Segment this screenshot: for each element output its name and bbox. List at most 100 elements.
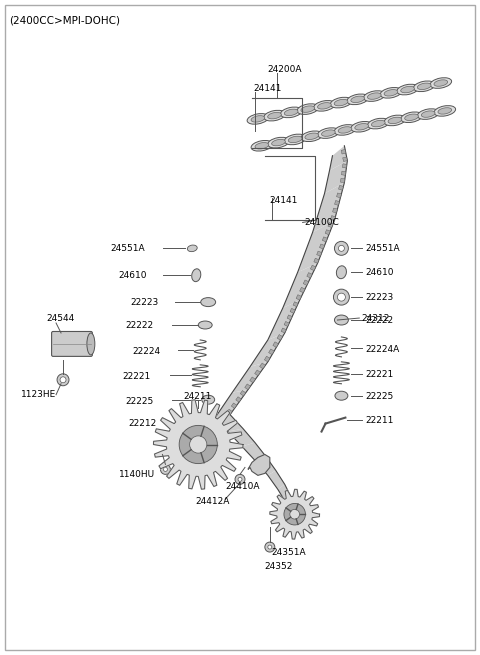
Ellipse shape [380,88,402,98]
Ellipse shape [384,90,398,96]
Polygon shape [298,221,335,272]
Polygon shape [307,272,312,278]
Ellipse shape [247,113,269,124]
Ellipse shape [368,93,381,100]
Ellipse shape [187,245,197,252]
Ellipse shape [251,116,265,122]
Ellipse shape [198,321,212,329]
Circle shape [265,542,275,552]
Text: 24200A: 24200A [268,65,302,73]
Polygon shape [335,200,339,205]
Ellipse shape [372,121,385,127]
Circle shape [57,374,69,386]
Polygon shape [342,164,347,168]
Polygon shape [338,185,343,190]
Text: 22211: 22211 [365,416,394,425]
Ellipse shape [351,96,364,103]
Ellipse shape [255,143,269,149]
Ellipse shape [87,333,95,355]
Text: 22223: 22223 [131,297,159,307]
Ellipse shape [430,78,452,88]
Polygon shape [245,384,251,390]
Circle shape [179,425,217,464]
Ellipse shape [405,114,419,121]
Polygon shape [270,489,320,539]
Text: 24312: 24312 [361,314,390,322]
Polygon shape [290,309,295,313]
Text: 24410A: 24410A [225,482,260,491]
Ellipse shape [301,131,323,141]
Ellipse shape [272,140,286,146]
Polygon shape [340,178,345,183]
Polygon shape [273,342,278,347]
Polygon shape [250,377,255,383]
Circle shape [290,510,300,519]
Polygon shape [336,193,341,198]
Text: 24141: 24141 [253,84,281,92]
Text: 22224: 22224 [132,347,161,356]
Ellipse shape [202,395,215,404]
Ellipse shape [355,124,369,130]
Polygon shape [228,428,255,447]
Text: 24551A: 24551A [111,244,145,253]
Ellipse shape [363,91,385,102]
Text: 22224A: 22224A [365,345,399,354]
Ellipse shape [338,126,352,133]
Polygon shape [215,415,243,432]
Text: 24412A: 24412A [195,496,229,506]
Circle shape [268,545,272,549]
Ellipse shape [301,106,315,113]
Text: 22212: 22212 [129,419,157,428]
Polygon shape [287,315,292,320]
Polygon shape [312,183,344,233]
Polygon shape [324,160,348,194]
Polygon shape [268,470,285,489]
Polygon shape [317,251,322,256]
Text: 24211: 24211 [183,392,212,402]
Polygon shape [325,230,330,234]
Polygon shape [293,302,298,307]
Text: 22222: 22222 [126,320,154,329]
Polygon shape [215,390,248,418]
Text: 22221: 22221 [365,370,394,379]
Polygon shape [296,295,301,300]
Polygon shape [286,498,297,514]
Polygon shape [264,356,270,362]
Ellipse shape [421,111,435,117]
Text: 22225: 22225 [126,397,154,406]
Ellipse shape [368,119,389,129]
Circle shape [164,468,168,472]
Ellipse shape [384,115,406,126]
Ellipse shape [401,112,422,122]
Polygon shape [341,149,346,154]
Circle shape [338,246,344,252]
Ellipse shape [330,98,352,108]
Circle shape [160,464,170,474]
FancyBboxPatch shape [51,331,92,356]
Text: 24141: 24141 [270,196,298,205]
Polygon shape [227,409,232,415]
Polygon shape [329,146,348,171]
Circle shape [190,436,207,453]
Polygon shape [328,223,333,227]
Text: 24352: 24352 [265,563,293,571]
Text: 24351A: 24351A [272,548,306,557]
Ellipse shape [397,84,419,95]
Polygon shape [284,322,289,326]
Ellipse shape [438,107,452,114]
Polygon shape [331,215,336,221]
Ellipse shape [334,100,348,106]
Polygon shape [314,258,319,263]
Ellipse shape [417,83,431,90]
Ellipse shape [334,124,356,135]
Polygon shape [260,363,265,369]
Ellipse shape [318,103,331,109]
Ellipse shape [313,100,335,111]
Ellipse shape [336,266,347,278]
Text: 22222: 22222 [365,316,394,324]
Ellipse shape [388,117,402,124]
Polygon shape [341,171,346,176]
Ellipse shape [434,105,456,116]
Text: 24610: 24610 [365,268,394,276]
Ellipse shape [288,136,302,143]
